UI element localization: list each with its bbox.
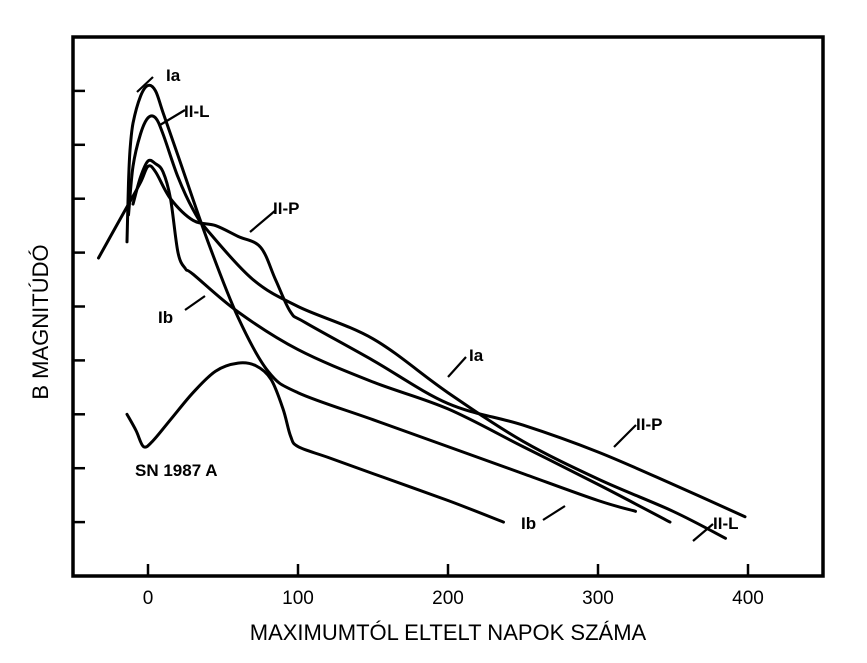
x-tick-label-300: 300 xyxy=(582,588,614,609)
light-curves xyxy=(97,83,747,540)
series-line-sn-1987-a xyxy=(125,361,505,524)
leader-line-ia-peak xyxy=(136,76,154,93)
leader-line-ii-l-peak xyxy=(159,109,186,126)
curve-label-ii-l-tail: II-L xyxy=(713,514,739,533)
label-leaders xyxy=(136,76,714,542)
x-tick-label-0: 0 xyxy=(143,588,154,609)
x-tick-label-100: 100 xyxy=(282,588,314,609)
series-line-ii-p xyxy=(97,164,747,519)
curve-label-ib-decline: Ib xyxy=(158,308,173,327)
curve-label-sn1987a: SN 1987 A xyxy=(135,461,218,480)
leader-line-ib-decline xyxy=(184,295,206,311)
curve-label-ia-peak: Ia xyxy=(166,66,181,85)
leader-line-ii-p-tail xyxy=(613,424,637,448)
x-axis-label: MAXIMUMTÓL ELTELT NAPOK SZÁMA xyxy=(250,620,647,645)
curve-label-ii-p-tail: II-P xyxy=(636,415,662,434)
x-tick-label-400: 400 xyxy=(732,588,764,609)
series-line-ib xyxy=(131,158,672,524)
x-tick-label-200: 200 xyxy=(432,588,464,609)
curve-label-ii-l-peak: II-L xyxy=(184,102,210,121)
curve-label-ii-p-plateau: II-P xyxy=(273,199,299,218)
leader-line-ib-tail xyxy=(542,505,566,521)
leader-line-ii-p-plateau xyxy=(249,209,277,233)
curve-labels: Ia II-L II-P Ib Ia II-P Ib II-L SN 1987 … xyxy=(135,66,739,533)
leader-line-ii-l-tail xyxy=(692,523,714,542)
axis-ticks xyxy=(73,89,750,576)
leader-line-ia-tail xyxy=(447,356,467,378)
x-tick-labels: 0 100 200 300 400 xyxy=(143,588,764,609)
curve-label-ia-tail: Ia xyxy=(469,346,484,365)
y-axis-label: B MAGNITÚDÓ xyxy=(28,244,53,399)
curve-label-ib-tail: Ib xyxy=(521,514,536,533)
series-line-ii-l xyxy=(127,114,727,540)
